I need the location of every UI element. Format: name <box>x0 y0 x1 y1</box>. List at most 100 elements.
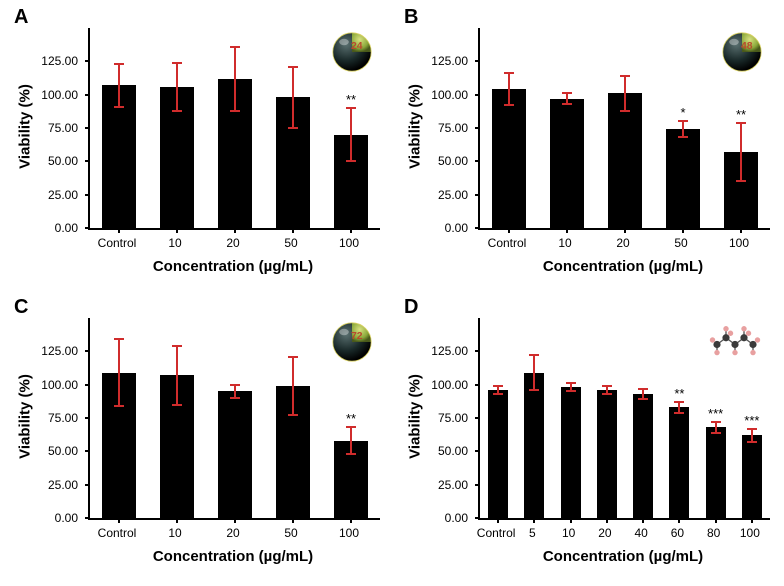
error-cap <box>114 338 124 340</box>
error-cap <box>566 390 576 392</box>
x-tick <box>350 228 352 233</box>
error-cap <box>736 180 746 182</box>
error-bar <box>624 76 626 111</box>
x-axis-label: Concentration (µg/mL) <box>143 258 323 275</box>
significance-marker: *** <box>708 406 723 421</box>
x-axis-label: Concentration (µg/mL) <box>533 258 713 275</box>
error-bar <box>533 355 535 390</box>
error-cap <box>288 356 298 358</box>
molecule-icon <box>708 322 762 358</box>
y-tick <box>475 450 480 452</box>
y-tick-label: 0.00 <box>400 221 468 235</box>
x-tick-label: 100 <box>339 236 359 250</box>
y-tick <box>475 127 480 129</box>
panel-D: D********0.0025.0050.0075.00100.00125.00… <box>400 296 782 576</box>
bar <box>633 394 653 518</box>
bar <box>706 427 726 518</box>
x-tick-label: Control <box>98 526 137 540</box>
x-axis-label: Concentration (µg/mL) <box>143 548 323 565</box>
x-tick-label: 100 <box>729 236 749 250</box>
y-tick <box>85 517 90 519</box>
error-bar <box>508 73 510 105</box>
panel-label: B <box>404 6 418 29</box>
x-tick-label: 10 <box>562 526 575 540</box>
y-tick <box>475 517 480 519</box>
error-cap <box>736 122 746 124</box>
x-tick <box>350 518 352 523</box>
y-tick <box>475 194 480 196</box>
error-cap <box>504 104 514 106</box>
error-cap <box>747 428 757 430</box>
x-tick-label: 10 <box>168 526 181 540</box>
significance-marker: ** <box>674 386 684 401</box>
x-tick-label: 20 <box>226 526 239 540</box>
x-tick <box>118 518 120 523</box>
x-tick-label: 10 <box>558 236 571 250</box>
y-tick-label: 0.00 <box>10 221 78 235</box>
error-cap <box>230 46 240 48</box>
bar <box>669 407 689 518</box>
y-tick <box>85 127 90 129</box>
error-bar <box>176 346 178 405</box>
error-cap <box>602 385 612 387</box>
y-tick <box>475 350 480 352</box>
error-cap <box>172 62 182 64</box>
y-tick <box>475 60 480 62</box>
error-cap <box>288 127 298 129</box>
y-tick <box>475 384 480 386</box>
panel-C: C**0.0025.0050.0075.00100.00125.00Viabil… <box>10 296 392 576</box>
y-tick <box>85 384 90 386</box>
y-tick-label: 125.00 <box>400 344 468 358</box>
error-cap <box>114 63 124 65</box>
bar <box>492 89 527 228</box>
y-tick <box>475 160 480 162</box>
svg-text:48: 48 <box>741 41 753 52</box>
y-tick <box>475 227 480 229</box>
x-tick <box>740 228 742 233</box>
x-tick-label: 100 <box>339 526 359 540</box>
error-cap <box>493 385 503 387</box>
error-cap <box>529 389 539 391</box>
y-tick-label: 25.00 <box>10 188 78 202</box>
x-axis-label: Concentration (µg/mL) <box>533 548 713 565</box>
bar <box>524 373 544 518</box>
error-cap <box>346 160 356 162</box>
x-tick-label: 5 <box>529 526 536 540</box>
sphere-icon: 24 <box>332 32 372 72</box>
x-tick-label: 40 <box>634 526 647 540</box>
bar <box>666 129 701 228</box>
error-bar <box>292 67 294 128</box>
y-tick <box>475 94 480 96</box>
error-cap <box>747 441 757 443</box>
error-bar <box>350 427 352 454</box>
x-tick-label: 20 <box>616 236 629 250</box>
bar <box>218 391 253 518</box>
error-bar <box>682 121 684 137</box>
x-tick <box>533 518 535 523</box>
y-tick-label: 125.00 <box>10 54 78 68</box>
x-tick <box>234 518 236 523</box>
error-bar <box>118 64 120 107</box>
y-tick-label: 0.00 <box>10 511 78 525</box>
x-tick <box>566 228 568 233</box>
y-axis-label: Viability (%) <box>407 72 424 182</box>
error-cap <box>620 75 630 77</box>
error-cap <box>566 382 576 384</box>
bar <box>488 390 508 518</box>
y-tick <box>85 350 90 352</box>
error-bar <box>176 63 178 111</box>
panel-A: A**0.0025.0050.0075.00100.00125.00Viabil… <box>10 6 392 286</box>
error-bar <box>751 429 753 442</box>
y-tick <box>475 484 480 486</box>
x-tick <box>508 228 510 233</box>
error-cap <box>638 398 648 400</box>
x-tick <box>497 518 499 523</box>
bar <box>597 390 617 518</box>
x-tick <box>678 518 680 523</box>
error-cap <box>346 426 356 428</box>
error-cap <box>678 136 688 138</box>
y-tick-label: 25.00 <box>10 478 78 492</box>
x-tick <box>292 228 294 233</box>
significance-marker: ** <box>346 92 356 107</box>
x-tick-label: Control <box>488 236 527 250</box>
